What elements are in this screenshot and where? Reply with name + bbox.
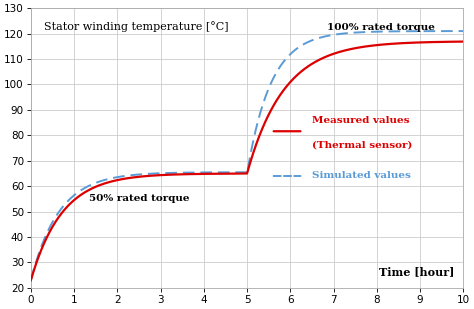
Text: Simulated values: Simulated values bbox=[312, 171, 411, 180]
Text: 100% rated torque: 100% rated torque bbox=[327, 23, 435, 32]
Text: Measured values: Measured values bbox=[312, 116, 410, 125]
Text: 50% rated torque: 50% rated torque bbox=[89, 194, 189, 203]
Text: Time [hour]: Time [hour] bbox=[379, 266, 455, 277]
Text: Stator winding temperature [°C]: Stator winding temperature [°C] bbox=[44, 21, 228, 32]
Text: (Thermal sensor): (Thermal sensor) bbox=[312, 141, 412, 150]
